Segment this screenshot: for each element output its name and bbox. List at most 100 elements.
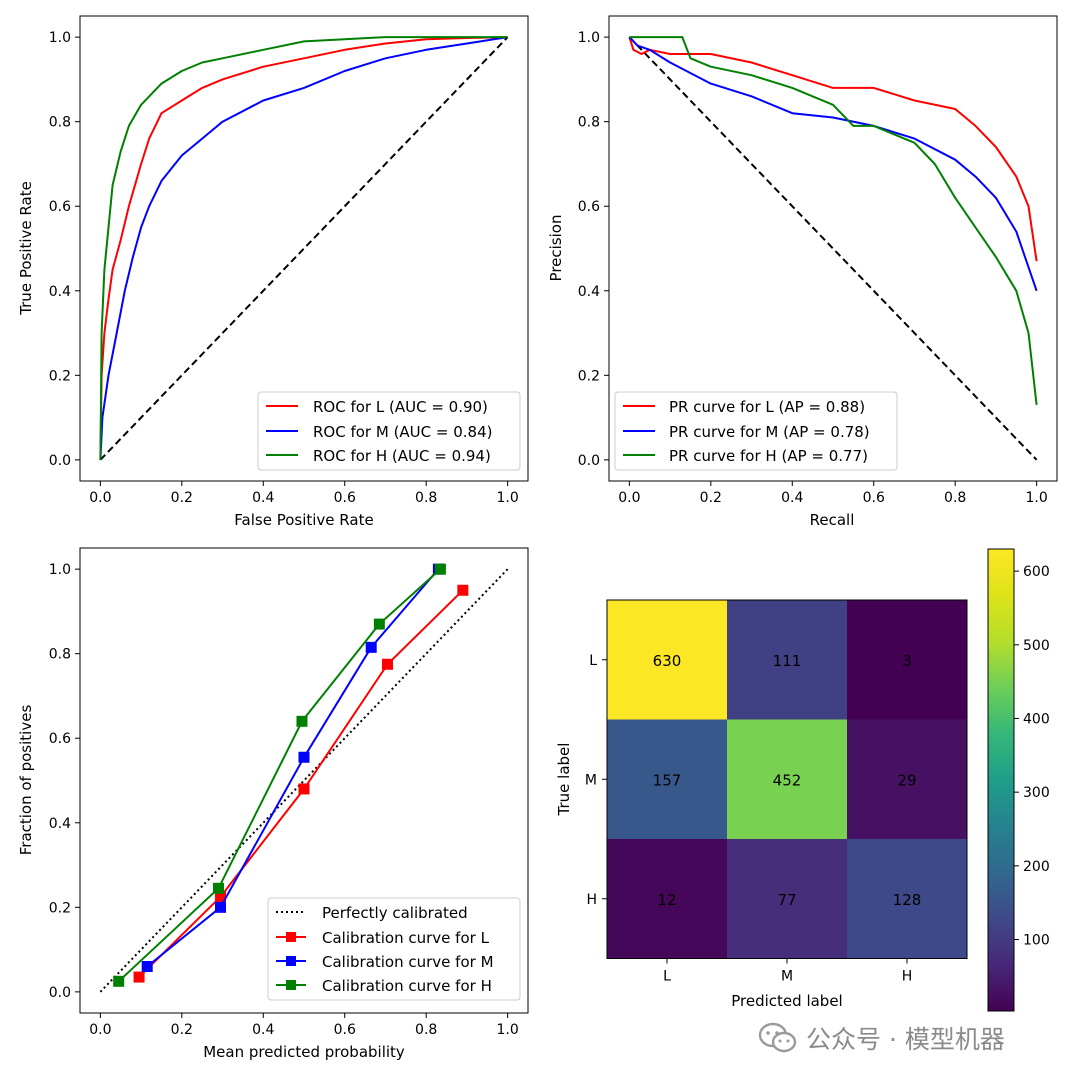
- roc-series-1-line: [99, 36, 508, 460]
- calibration-legend: Perfectly calibrated Calibration curve f…: [267, 897, 521, 1001]
- cm-cell-l-h: [847, 600, 968, 720]
- calibration-xtick-label-5: 1.0: [497, 1022, 519, 1038]
- calibration-series-2-point-0: [113, 975, 125, 987]
- calibration-series-2-point-1: [212, 882, 224, 894]
- cm-value-l-m: 111: [773, 652, 802, 670]
- cm-value-l-h: 3: [902, 652, 912, 670]
- cm-value-m-h: 29: [897, 771, 916, 789]
- pr-ytick-label-3: 0.6: [578, 199, 600, 215]
- roc-xtick-label-1: 0.2: [171, 490, 193, 506]
- pr-series-1-line: [628, 36, 1038, 292]
- roc-xtick-label-4: 0.8: [415, 490, 437, 506]
- calibration-ylabel: Fraction of positives: [17, 705, 35, 856]
- pr-legend-label-2: PR curve for H (AP = 0.77): [669, 447, 868, 465]
- calibration-legend-label-0: Calibration curve for L: [322, 929, 490, 947]
- pr-series-2-line: [629, 36, 1038, 406]
- cm-cell-l-m: [727, 600, 848, 720]
- calibration-axes-frame: [79, 547, 529, 1014]
- wechat-icon: [758, 1022, 797, 1053]
- calibration-xtick-label-0: 0.0: [89, 1022, 111, 1038]
- cm-ytick-label-2: H: [586, 892, 597, 908]
- roc-ytick-label-0: 0.0: [49, 453, 71, 469]
- calibration-series-2-point-2: [296, 715, 308, 727]
- calibration-series-0-point-3: [381, 658, 393, 670]
- roc-ytick-label-3: 0.6: [49, 199, 71, 215]
- roc-ytick-label-4: 0.8: [49, 115, 71, 131]
- pr-chart: 0.0 0.2 0.4 0.6 0.8 1.0 0.0 0.2 0.4 0.6 0.8 1.0 Rec…: [547, 15, 1058, 529]
- roc-ytick-label-2: 0.4: [49, 284, 71, 300]
- pr-ytick-label-1: 0.2: [578, 368, 600, 384]
- calibration-ytick-label-1: 0.2: [49, 900, 71, 916]
- pr-ytick-label-2: 0.4: [578, 284, 600, 300]
- calibration-series-0-point-2: [298, 783, 310, 795]
- calibration-ytick-label-3: 0.6: [49, 731, 71, 747]
- calibration-series-1-point-0: [141, 961, 153, 972]
- calibration-series-0-point-0: [133, 971, 145, 983]
- calibration-ytick-label-5: 1.0: [49, 562, 71, 578]
- cm-value-h-m: 77: [777, 891, 796, 909]
- colorbar-tick-label-4: 500: [1023, 638, 1050, 654]
- roc-series-0-line: [99, 36, 508, 460]
- pr-ytick-label-4: 0.8: [578, 115, 600, 131]
- cm-cell-m-h: [847, 719, 968, 840]
- calibration-legend-box: [267, 897, 521, 1001]
- roc-ylabel: True Positive Rate: [17, 181, 35, 316]
- roc-ytick-label-1: 0.2: [49, 368, 71, 384]
- pr-xlabel: Recall: [810, 511, 855, 529]
- calibration-series-1-point-1: [215, 901, 227, 913]
- calibration-plot-area: 0.0 0.2 0.4 0.6 0.8 1.0 0.0 0.2 0.4 0.6 0.8 1.0: [49, 547, 529, 1038]
- pr-legend-label-0: PR curve for L (AP = 0.88): [669, 398, 865, 416]
- pr-xtick-label-1: 0.2: [700, 490, 722, 506]
- pr-legend: PR curve for L (AP = 0.88) PR curve for …: [614, 391, 898, 471]
- colorbar-tick-label-5: 600: [1023, 564, 1050, 580]
- pr-ytick-label-0: 0.0: [578, 453, 600, 469]
- calibration-legend-marker-0: [286, 932, 296, 942]
- pr-plot-area: 0.0 0.2 0.4 0.6 0.8 1.0 0.0 0.2 0.4 0.6 0.8 1.0: [578, 15, 1058, 506]
- roc-legend-box: [257, 391, 521, 471]
- roc-plot-area: 0.0 0.2 0.4 0.6 0.8 1.0 0.0 0.2 0.4 0.6 0.8 1.0: [49, 15, 529, 506]
- calibration-series-1-point-2: [298, 751, 310, 763]
- colorbar: 100 200 300 400 500 600: [987, 548, 1050, 1012]
- roc-series-2-line: [99, 36, 508, 460]
- confusion-xlabel: Predicted label: [731, 992, 842, 1010]
- calibration-series-0-point-1: [215, 891, 227, 903]
- cm-value-h-h: 128: [893, 891, 922, 909]
- roc-ytick-label-5: 1.0: [49, 30, 71, 46]
- roc-chart: 0.0 0.2 0.4 0.6 0.8 1.0 0.0 0.2 0.4 0.6 0.8 1.0 Fal…: [17, 15, 529, 529]
- calibration-legend-marker-1: [286, 956, 296, 966]
- calibration-xtick-label-4: 0.8: [415, 1022, 437, 1038]
- roc-legend-label-2: ROC for H (AUC = 0.94): [313, 447, 491, 465]
- calibration-legend-marker-2: [286, 980, 296, 990]
- colorbar-tick-label-2: 300: [1023, 785, 1050, 801]
- roc-xtick-label-5: 1.0: [497, 490, 519, 506]
- calibration-chart: 0.0 0.2 0.4 0.6 0.8 1.0 0.0 0.2 0.4 0.6 0.8 1.0 Mea…: [17, 547, 529, 1061]
- calibration-ytick-label-0: 0.0: [49, 985, 71, 1001]
- pr-series-0-line: [628, 36, 1038, 262]
- watermark-text: 公众号 · 模型机器: [806, 1025, 1005, 1054]
- pr-xtick-label-3: 0.6: [863, 490, 885, 506]
- cm-cell-m-l: [607, 719, 728, 840]
- cm-xtick-label-0: L: [663, 969, 671, 985]
- pr-legend-box: [614, 391, 898, 471]
- roc-legend-label-1: ROC for M (AUC = 0.84): [313, 423, 493, 441]
- cm-cell-h-l: [607, 839, 728, 959]
- confusion-cells: 630 111 3 157 452 29 12 77 128 L M H L M H: [585, 599, 968, 985]
- roc-xtick-label-2: 0.4: [252, 490, 274, 506]
- calibration-series-2-point-3: [373, 618, 385, 630]
- pr-xtick-label-0: 0.0: [618, 490, 640, 506]
- pr-ylabel: Precision: [547, 215, 565, 282]
- cm-cell-l-l: [607, 600, 728, 720]
- pr-reference-line: [628, 36, 1038, 461]
- roc-legend-label-0: ROC for L (AUC = 0.90): [313, 398, 488, 416]
- cm-xtick-label-2: H: [902, 969, 913, 985]
- roc-legend: ROC for L (AUC = 0.90) ROC for M (AUC = …: [257, 391, 521, 471]
- calibration-series-0-point-4: [457, 584, 469, 596]
- pr-ytick-label-5: 1.0: [578, 30, 600, 46]
- cm-value-m-m: 452: [773, 771, 802, 789]
- roc-xtick-label-0: 0.0: [89, 490, 111, 506]
- calibration-series-2-point-4: [434, 563, 446, 575]
- calibration-xlabel: Mean predicted probability: [203, 1043, 405, 1061]
- pr-xtick-label-5: 1.0: [1026, 490, 1048, 506]
- roc-axes-frame: [79, 15, 529, 482]
